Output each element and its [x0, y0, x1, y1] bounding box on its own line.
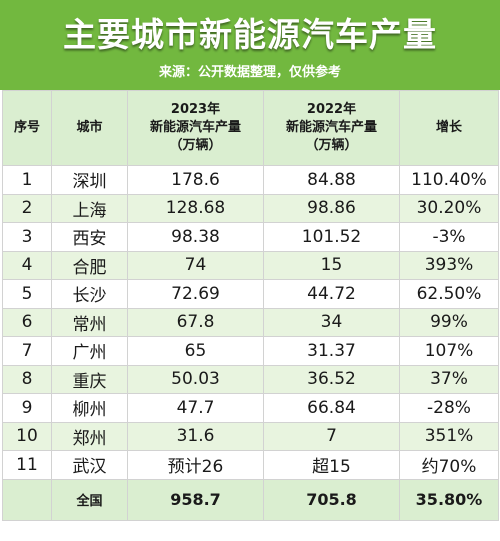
- row-2023: 98.38: [127, 222, 264, 252]
- row-city: 郑州: [51, 421, 128, 451]
- row-growth: -28%: [399, 393, 499, 423]
- table-row: 1 深圳 178.6 84.88 110.40%: [2, 165, 499, 195]
- total-2023: 958.7: [127, 478, 264, 521]
- row-growth: 107%: [399, 336, 499, 366]
- row-city: 广州: [51, 336, 128, 366]
- row-2022: 31.37: [263, 336, 400, 366]
- row-city: 深圳: [51, 165, 128, 195]
- row-index: 5: [2, 279, 52, 309]
- row-2023: 31.6: [127, 421, 264, 451]
- header-2023: 2023年 新能源汽车产量 （万辆）: [127, 90, 264, 166]
- table-row: 2 上海 128.68 98.86 30.20%: [2, 193, 499, 223]
- row-growth: 30.20%: [399, 193, 499, 223]
- table-row: 8 重庆 50.03 36.52 37%: [2, 364, 499, 394]
- row-2022: 101.52: [263, 222, 400, 252]
- row-2022: 7: [263, 421, 400, 451]
- total-2022: 705.8: [263, 478, 400, 521]
- row-city: 西安: [51, 222, 128, 252]
- row-city: 合肥: [51, 250, 128, 280]
- table-row: 5 长沙 72.69 44.72 62.50%: [2, 279, 499, 309]
- row-2023: 47.7: [127, 393, 264, 423]
- row-index: 8: [2, 364, 52, 394]
- table-row: 9 柳州 47.7 66.84 -28%: [2, 393, 499, 423]
- header-2022-metric: 新能源汽车产量: [285, 120, 377, 135]
- row-city: 柳州: [51, 393, 128, 423]
- row-index: 4: [2, 250, 52, 280]
- row-2022: 36.52: [263, 364, 400, 394]
- page-title: 主要城市新能源汽车产量: [63, 15, 437, 54]
- row-index: 6: [2, 307, 52, 337]
- header-2023-metric: 新能源汽车产量: [149, 120, 241, 135]
- row-city: 上海: [51, 193, 128, 223]
- row-2023: 预计26: [127, 450, 264, 480]
- row-growth: 37%: [399, 364, 499, 394]
- row-growth: 351%: [399, 421, 499, 451]
- header-2023-year: 2023年: [170, 102, 221, 117]
- row-2022: 84.88: [263, 165, 400, 195]
- row-2023: 67.8: [127, 307, 264, 337]
- row-2022: 98.86: [263, 193, 400, 223]
- row-city: 武汉: [51, 450, 128, 480]
- table-header-row: 序号 城市 2023年 新能源汽车产量 （万辆） 2022年 新能源汽车产量 （…: [2, 90, 499, 166]
- row-growth: 99%: [399, 307, 499, 337]
- row-index: 1: [2, 165, 52, 195]
- row-2023: 65: [127, 336, 264, 366]
- row-2023: 128.68: [127, 193, 264, 223]
- source-note: 来源：公开数据整理，仅供参考: [158, 65, 341, 80]
- header-2022: 2022年 新能源汽车产量 （万辆）: [263, 90, 400, 166]
- table-row: 11 武汉 预计26 超15 约70%: [2, 450, 499, 480]
- table-row: 3 西安 98.38 101.52 -3%: [2, 222, 499, 252]
- row-city: 重庆: [51, 364, 128, 394]
- row-2022: 超15: [263, 450, 400, 480]
- row-growth: 约70%: [399, 450, 499, 480]
- row-2023: 178.6: [127, 165, 264, 195]
- total-growth: 35.80%: [399, 478, 499, 521]
- table-row: 7 广州 65 31.37 107%: [2, 336, 499, 366]
- row-2022: 34: [263, 307, 400, 337]
- header-2023-unit: （万辆）: [169, 138, 222, 153]
- header-growth: 增长: [399, 90, 499, 166]
- row-growth: 110.40%: [399, 165, 499, 195]
- row-index: 11: [2, 450, 52, 480]
- row-2022: 66.84: [263, 393, 400, 423]
- table-row: 4 合肥 74 15 393%: [2, 250, 499, 280]
- row-2022: 15: [263, 250, 400, 280]
- row-growth: 62.50%: [399, 279, 499, 309]
- row-index: 3: [2, 222, 52, 252]
- row-city: 长沙: [51, 279, 128, 309]
- title-banner: 主要城市新能源汽车产量 来源：公开数据整理，仅供参考: [0, 0, 500, 90]
- row-2023: 50.03: [127, 364, 264, 394]
- table-row: 6 常州 67.8 34 99%: [2, 307, 499, 337]
- row-index: 9: [2, 393, 52, 423]
- production-table: 序号 城市 2023年 新能源汽车产量 （万辆） 2022年 新能源汽车产量 （…: [2, 90, 499, 521]
- total-label: 全国: [51, 478, 128, 521]
- header-index: 序号: [2, 90, 52, 166]
- row-index: 7: [2, 336, 52, 366]
- total-index: [2, 478, 52, 521]
- row-index: 10: [2, 421, 52, 451]
- header-2022-unit: （万辆）: [305, 138, 358, 153]
- header-city: 城市: [51, 90, 128, 166]
- table-row: 10 郑州 31.6 7 351%: [2, 421, 499, 451]
- row-2023: 72.69: [127, 279, 264, 309]
- header-2022-year: 2022年: [306, 102, 357, 117]
- row-2023: 74: [127, 250, 264, 280]
- row-index: 2: [2, 193, 52, 223]
- row-growth: 393%: [399, 250, 499, 280]
- row-growth: -3%: [399, 222, 499, 252]
- total-row: 全国 958.7 705.8 35.80%: [2, 478, 499, 521]
- row-2022: 44.72: [263, 279, 400, 309]
- row-city: 常州: [51, 307, 128, 337]
